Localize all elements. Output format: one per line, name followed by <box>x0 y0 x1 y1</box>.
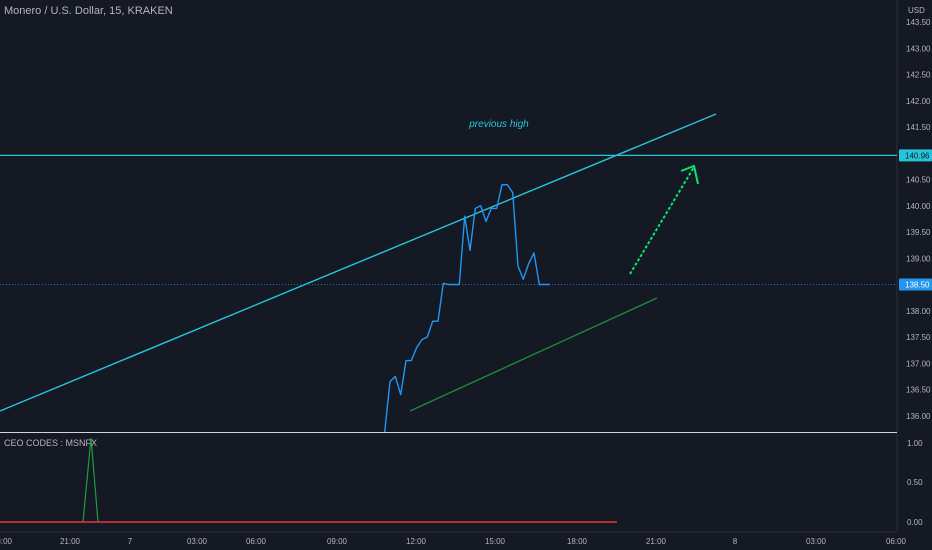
time-axis-label: 09:00 <box>327 537 348 546</box>
current-price-badge <box>899 278 932 291</box>
channel-trendline[interactable] <box>0 113 717 412</box>
time-axis-label: 03:00 <box>187 537 208 546</box>
price-tick-label: 140.00 <box>906 202 931 211</box>
previous-high-badge-label: 140.96 <box>905 151 930 160</box>
price-tick-label: 137.50 <box>906 333 931 342</box>
support-trendline[interactable] <box>409 297 658 412</box>
time-axis-label: 12:00 <box>406 537 427 546</box>
price-tick-label: 136.50 <box>906 386 931 395</box>
indicator-tick-label: 0.00 <box>907 518 923 527</box>
price-line-series[interactable] <box>384 184 550 433</box>
price-scale-currency: USD <box>908 6 925 15</box>
indicator-green-spike[interactable] <box>82 437 99 523</box>
indicator-tick-label: 0.50 <box>907 478 923 487</box>
price-tick-label: 143.00 <box>906 44 931 53</box>
time-axis-label: 18:00 <box>567 537 588 546</box>
price-tick-label: 138.00 <box>906 307 931 316</box>
price-tick-label: 139.00 <box>906 254 931 263</box>
forecast-arrow-head <box>680 164 699 185</box>
time-axis-label: 21:00 <box>60 537 81 546</box>
price-tick-label: 140.50 <box>906 176 931 185</box>
time-axis-label: 15:00 <box>485 537 506 546</box>
time-axis-label: 7 <box>128 537 133 546</box>
previous-high-badge <box>899 149 932 162</box>
indicator-tick-label: 1.00 <box>907 439 923 448</box>
price-tick-label: 143.50 <box>906 18 931 27</box>
time-axis-label: 8 <box>733 537 738 546</box>
time-axis-label: 03:00 <box>806 537 827 546</box>
current-price-badge-label: 138.50 <box>905 281 930 290</box>
time-axis-label: 18:00 <box>0 537 13 546</box>
price-tick-label: 142.50 <box>906 71 931 80</box>
price-tick-label: 136.00 <box>906 412 931 421</box>
price-tick-label: 139.50 <box>906 228 931 237</box>
indicator-title[interactable]: CEO CODES : MSNFX <box>4 438 98 448</box>
price-tick-label: 142.00 <box>906 97 931 106</box>
time-axis-label: 21:00 <box>646 537 667 546</box>
time-axis-label: 06:00 <box>886 537 907 546</box>
previous-high-annotation[interactable]: previous high <box>468 119 529 130</box>
symbol-title[interactable]: Monero / U.S. Dollar, 15, KRAKEN <box>4 5 173 17</box>
price-tick-label: 137.00 <box>906 359 931 368</box>
time-axis-label: 06:00 <box>246 537 267 546</box>
price-tick-label: 141.50 <box>906 123 931 132</box>
forecast-arrow[interactable] <box>629 166 695 275</box>
